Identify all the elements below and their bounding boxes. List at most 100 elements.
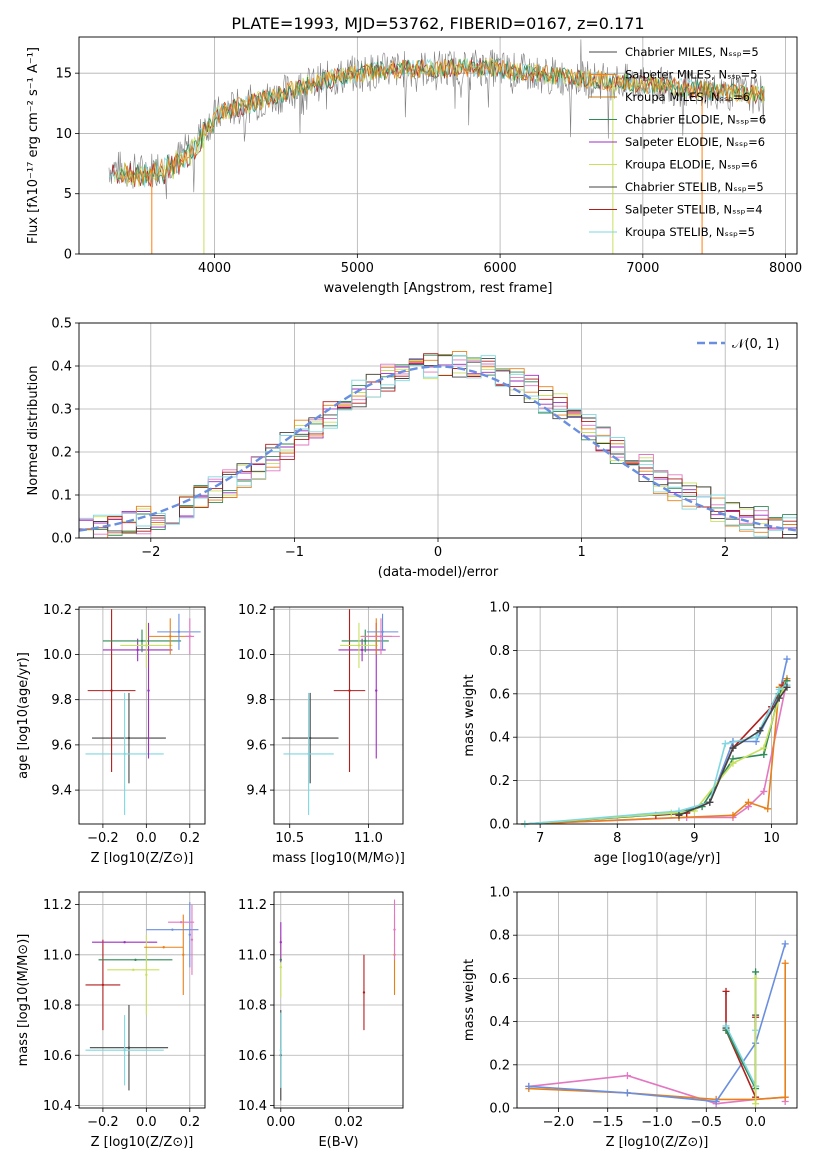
massweight_vs_age-lines [521, 655, 791, 828]
plus-marker [764, 805, 772, 813]
mass-weight-line [524, 689, 784, 825]
x-tick-label: −0.5 [691, 1115, 723, 1130]
y-axis-label: mass [log10(M/M⊙)] [16, 934, 31, 1067]
y-tick-label: 10.6 [238, 1049, 267, 1064]
residual-steps [79, 341, 797, 538]
legend-label: Kroupa MILES, Nₛₛₚ=6 [625, 90, 750, 104]
y-axis-label: Normed distribution [26, 366, 41, 496]
mass_vs_Z-axes [75, 892, 205, 1112]
y-axis-label: mass weight [462, 959, 477, 1041]
figure-title: PLATE=1993, MJD=53762, FIBERID=0167, z=0… [231, 14, 644, 33]
legend-label: Chabrier ELODIE, Nₛₛₚ=6 [625, 113, 766, 127]
plus-marker [675, 811, 683, 819]
plus-marker [744, 798, 752, 806]
normal-curve-line [79, 365, 797, 532]
x-tick-label: 0.0 [136, 831, 157, 846]
y-axis-label: mass weight [462, 674, 477, 756]
mass_vs_ebv-errorbars [279, 899, 396, 1101]
y-tick-label: 0.2 [489, 1058, 510, 1073]
mass-weight-line [524, 658, 788, 825]
plus-marker [752, 974, 760, 982]
plus-marker [775, 694, 783, 702]
axes-frame [78, 322, 798, 539]
massweight_vs_Z-lines [525, 940, 789, 1108]
axes-frame [273, 606, 404, 825]
data-point [348, 689, 351, 692]
legend-label: Salpeter ELODIE, Nₛₛₚ=6 [625, 135, 765, 149]
y-tick-label: 0.3 [51, 403, 72, 418]
spectrum-lines [108, 39, 765, 254]
y-tick-label: 11.0 [43, 948, 72, 963]
y-tick-label: 0.0 [489, 1102, 510, 1117]
y-axis-label: Flux [fλ10⁻¹⁷ erg cm⁻² s⁻¹ A⁻¹] [26, 47, 41, 244]
model-spectrum-line [120, 58, 765, 185]
data-point [110, 689, 113, 692]
axes-frame [78, 891, 206, 1109]
data-point [379, 635, 383, 638]
legend-label: Kroupa ELODIE, Nₛₛₚ=6 [625, 158, 758, 172]
plus-marker [756, 727, 764, 735]
x-tick-label: −1.0 [641, 1115, 673, 1130]
data-point [171, 928, 174, 931]
mass-weight-line [725, 971, 757, 1089]
age_vs_Z-axes [75, 607, 205, 828]
x-tick-label: 0 [434, 545, 442, 560]
y-tick-label: 0.6 [489, 687, 510, 702]
plus-marker [783, 655, 791, 663]
x-tick-label: 1 [577, 545, 585, 560]
plus-marker [752, 733, 760, 741]
x-tick-label: −0.2 [87, 1115, 119, 1130]
x-tick-label: 0.2 [179, 1115, 200, 1130]
data-point [145, 644, 148, 647]
age_vs_mass-axes [270, 607, 403, 828]
data-point [145, 973, 148, 977]
massweight_vs_age-axes [513, 606, 797, 828]
data-point [132, 968, 135, 972]
age_vs_Z-errorbars [85, 609, 201, 815]
x-axis-label: mass [log10(M/M⊙)] [272, 851, 405, 866]
y-tick-label: 11.2 [43, 898, 72, 913]
y-tick-label: 0.4 [489, 1015, 510, 1030]
data-point [279, 958, 282, 962]
residual-histogram-step [79, 355, 797, 538]
plus-marker [722, 987, 730, 995]
y-tick-label: 10.8 [43, 999, 72, 1014]
mass-weight-line [725, 1025, 757, 1087]
y-tick-label: 10.0 [43, 648, 72, 663]
y-tick-label: 10.4 [238, 1099, 267, 1114]
data-point [393, 928, 396, 931]
x-axis-label: Z [log10(Z/Z⊙)] [606, 1135, 709, 1150]
data-point [123, 941, 126, 944]
y-tick-label: 10.0 [238, 648, 267, 663]
y-tick-label: 1.0 [489, 886, 510, 901]
plus-marker [752, 968, 760, 976]
x-axis-label: Z [log10(Z/Z⊙)] [91, 1135, 194, 1150]
mass_vs_Z-errorbars [85, 902, 199, 1091]
x-tick-label: 0.02 [334, 1115, 363, 1130]
axes-frame [516, 891, 798, 1109]
plus-marker [722, 1022, 730, 1030]
x-axis-label: wavelength [Angstrom, rest frame] [324, 281, 553, 296]
x-tick-label: 7000 [626, 261, 659, 276]
x-tick-label: 4000 [198, 261, 231, 276]
x-tick-label: 10 [763, 831, 780, 846]
y-tick-label: 10.6 [43, 1049, 72, 1064]
y-tick-label: 9.4 [246, 784, 267, 799]
data-point [177, 630, 181, 634]
y-tick-label: 10.2 [238, 603, 267, 618]
x-tick-label: 2 [721, 545, 729, 560]
plus-marker [729, 744, 737, 752]
x-axis-label: age [log10(age/yr)] [594, 851, 721, 866]
x-tick-label: 11.0 [354, 831, 383, 846]
data-point [190, 938, 194, 941]
age_vs_mass-errorbars [281, 609, 400, 815]
x-tick-label: −1 [285, 545, 304, 560]
x-tick-label: 10.5 [275, 831, 304, 846]
x-tick-label: −0.2 [87, 831, 119, 846]
y-tick-label: 0.2 [51, 446, 72, 461]
y-axis-label: age [log10(age/yr)] [16, 652, 31, 779]
y-tick-label: 0.8 [489, 929, 510, 944]
y-tick-label: 10.8 [238, 999, 267, 1014]
legend-label: Chabrier STELIB, Nₛₛₚ=5 [625, 180, 764, 194]
